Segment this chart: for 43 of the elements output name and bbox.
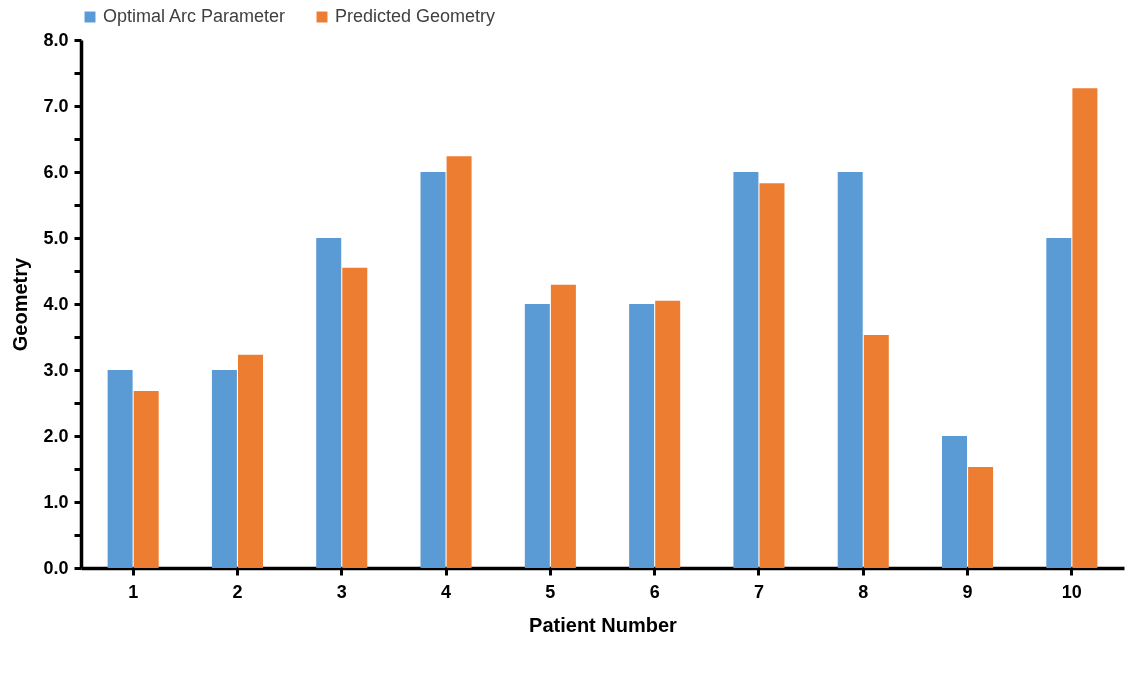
y-tick-label: 2.0 bbox=[43, 425, 69, 446]
x-tick-label: 4 bbox=[441, 581, 452, 602]
bar bbox=[420, 172, 446, 568]
x-tick-label: 5 bbox=[545, 581, 556, 602]
bar bbox=[629, 304, 655, 568]
x-tick-label: 9 bbox=[962, 581, 973, 602]
x-tick-label: 2 bbox=[232, 581, 243, 602]
y-tick-label: 5.0 bbox=[43, 227, 69, 248]
bar bbox=[733, 172, 759, 568]
bar bbox=[1072, 88, 1098, 568]
x-tick-label: 1 bbox=[128, 581, 139, 602]
bar bbox=[133, 391, 159, 568]
bar bbox=[1046, 238, 1072, 568]
bar bbox=[446, 156, 472, 568]
bar bbox=[968, 467, 994, 568]
bar bbox=[524, 304, 550, 568]
x-tick-label: 6 bbox=[649, 581, 660, 602]
y-tick-label: 3.0 bbox=[43, 359, 69, 380]
y-tick-label: 7.0 bbox=[43, 95, 69, 116]
y-tick-label: 1.0 bbox=[43, 491, 69, 512]
x-tick-label: 3 bbox=[336, 581, 347, 602]
bar bbox=[316, 238, 342, 568]
bar bbox=[759, 183, 785, 568]
y-tick-label: 0.0 bbox=[43, 557, 69, 578]
bar bbox=[211, 370, 237, 568]
x-tick-label: 7 bbox=[753, 581, 764, 602]
legend-label: Optimal Arc Parameter bbox=[103, 6, 286, 26]
bar bbox=[107, 370, 133, 568]
bar bbox=[550, 284, 576, 568]
bar bbox=[942, 436, 968, 568]
x-tick-label: 10 bbox=[1061, 581, 1082, 602]
y-tick-label: 4.0 bbox=[43, 293, 69, 314]
y-tick-label: 8.0 bbox=[43, 29, 69, 50]
y-axis-title: Geometry bbox=[9, 256, 32, 352]
x-tick-label: 8 bbox=[858, 581, 869, 602]
bar bbox=[237, 354, 263, 568]
bar bbox=[863, 335, 889, 568]
bar bbox=[655, 300, 681, 568]
bar bbox=[342, 267, 368, 568]
legend-label: Predicted Geometry bbox=[335, 6, 496, 26]
y-tick-label: 6.0 bbox=[43, 161, 69, 182]
x-axis-title: Patient Number bbox=[529, 613, 678, 636]
bar bbox=[837, 172, 863, 568]
